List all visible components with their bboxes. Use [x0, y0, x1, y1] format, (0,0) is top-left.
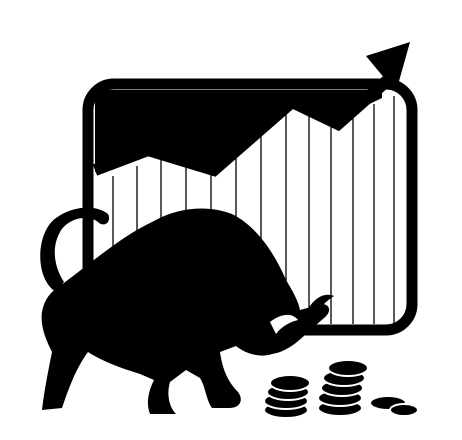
trend-arrowhead	[366, 42, 410, 92]
bull-tail	[40, 207, 110, 292]
bull-icon	[40, 207, 334, 414]
bull-body	[41, 208, 330, 414]
bull-horn	[306, 294, 334, 316]
coin-stack-icon	[263, 359, 419, 419]
trend-line	[92, 73, 394, 177]
bull-chest-highlight	[270, 314, 298, 334]
trend-arrow-icon	[92, 42, 410, 177]
